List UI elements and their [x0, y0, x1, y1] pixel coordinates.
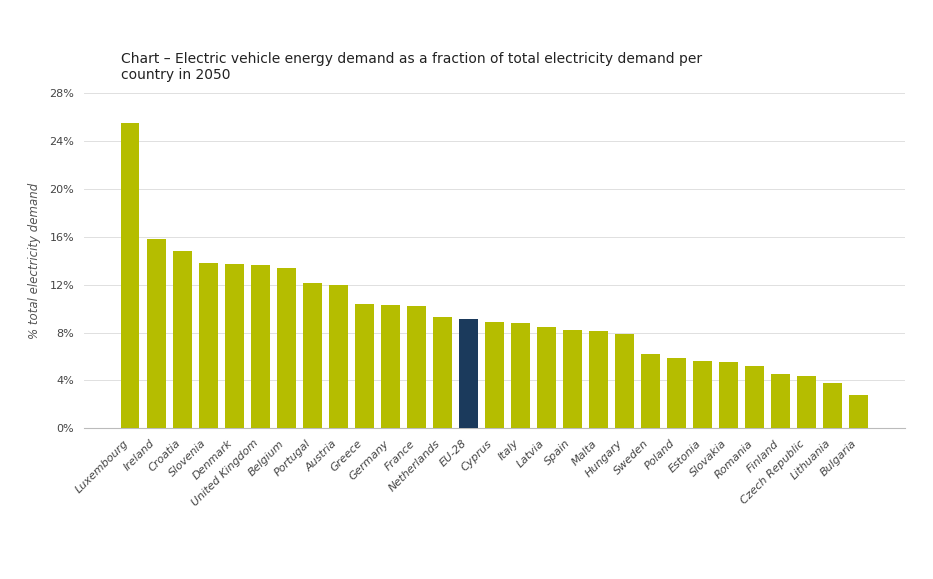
- Bar: [616, 334, 634, 428]
- Bar: [200, 263, 217, 428]
- Bar: [641, 354, 660, 428]
- Bar: [277, 267, 296, 428]
- Bar: [590, 331, 607, 428]
- Bar: [355, 304, 373, 428]
- Bar: [459, 320, 478, 428]
- Bar: [408, 306, 425, 428]
- Bar: [433, 317, 452, 428]
- Bar: [485, 322, 504, 428]
- Bar: [537, 327, 556, 428]
- Bar: [382, 305, 399, 428]
- Bar: [693, 361, 712, 428]
- Bar: [719, 362, 738, 428]
- Bar: [798, 376, 815, 428]
- Bar: [667, 358, 686, 428]
- Bar: [849, 395, 868, 428]
- Bar: [329, 284, 348, 428]
- Bar: [174, 251, 191, 428]
- Bar: [251, 265, 270, 428]
- Text: Chart – Electric vehicle energy demand as a fraction of total electricity demand: Chart – Electric vehicle energy demand a…: [121, 52, 703, 82]
- Bar: [147, 239, 165, 428]
- Bar: [225, 264, 244, 428]
- Bar: [121, 123, 140, 428]
- Bar: [824, 383, 842, 428]
- Bar: [772, 375, 789, 428]
- Y-axis label: % total electricity demand: % total electricity demand: [28, 182, 41, 339]
- Bar: [303, 283, 322, 428]
- Bar: [745, 366, 764, 428]
- Bar: [564, 330, 581, 428]
- Bar: [511, 323, 530, 428]
